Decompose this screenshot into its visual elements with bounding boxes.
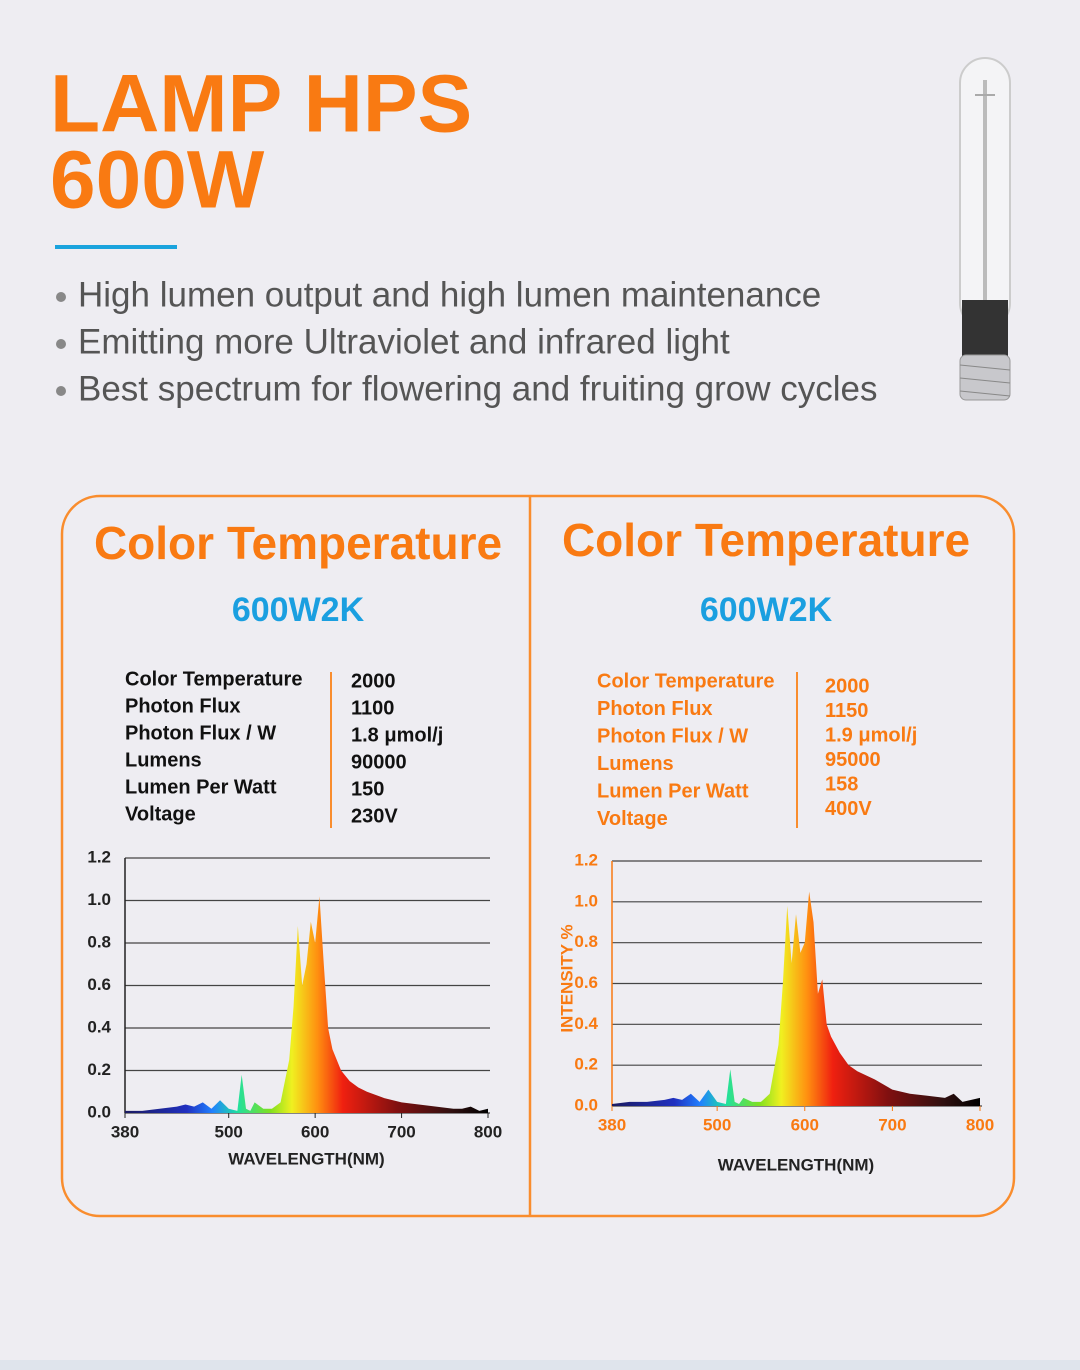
spec-value: 2000 <box>351 670 396 692</box>
bullet-text: Best spectrum for flowering and fruiting… <box>78 369 878 408</box>
bullet-dot <box>56 292 66 302</box>
spec-label: Color Temperature <box>597 670 774 692</box>
spec-label: Lumen Per Watt <box>597 780 749 802</box>
panel-title: Color Temperature <box>94 517 502 569</box>
spec-label: Photon Flux / W <box>597 725 748 747</box>
y-tick-label: 0.0 <box>87 1102 111 1121</box>
spec-value: 158 <box>825 773 858 795</box>
spec-value: 1100 <box>351 697 394 719</box>
y-tick-label: 0.0 <box>574 1095 598 1114</box>
spec-value: 230V <box>351 805 398 827</box>
panel-title: Color Temperature <box>562 514 970 566</box>
y-tick-label: 1.0 <box>574 891 598 910</box>
spec-value: 1.8 μmol/j <box>351 724 443 746</box>
y-tick-label: 0.8 <box>87 932 111 951</box>
spec-value: 95000 <box>825 749 881 771</box>
y-tick-label: 0.2 <box>87 1060 111 1079</box>
spec-label: Color Temperature <box>125 668 302 690</box>
x-tick-label: 800 <box>966 1115 994 1134</box>
spec-value: 2000 <box>825 675 870 697</box>
model: 600W2K <box>700 591 833 629</box>
spec-label: Photon Flux / W <box>125 722 276 744</box>
spec-value: 400V <box>825 798 872 820</box>
x-tick-label: 600 <box>791 1115 819 1134</box>
x-axis-label: WAVELENGTH(NM) <box>718 1155 874 1174</box>
y-tick-label: 0.6 <box>574 973 598 992</box>
y-tick-label: 1.0 <box>87 890 111 909</box>
y-tick-label: 0.6 <box>87 975 111 994</box>
y-axis-label: INTENSITY % <box>557 924 576 1032</box>
spectrum-area <box>612 891 980 1106</box>
spec-label: Photon Flux <box>125 695 241 717</box>
spec-label: Lumens <box>597 753 674 775</box>
x-tick-label: 500 <box>703 1115 731 1134</box>
bullet-text: High lumen output and high lumen mainten… <box>78 275 821 314</box>
bullet-text: Emitting more Ultraviolet and infrared l… <box>78 322 730 361</box>
x-tick-label: 600 <box>301 1122 329 1141</box>
x-tick-label: 380 <box>598 1115 626 1134</box>
x-tick-label: 800 <box>474 1122 502 1141</box>
spec-value: 150 <box>351 778 384 800</box>
spec-value: 1150 <box>825 700 868 722</box>
spec-label: Voltage <box>125 803 196 825</box>
footer-strip <box>0 1360 1080 1370</box>
spec-label: Voltage <box>597 808 668 830</box>
bulb-image <box>959 57 1011 401</box>
spectrum-area <box>125 896 488 1113</box>
x-axis-label: WAVELENGTH(NM) <box>228 1149 384 1168</box>
x-tick-label: 380 <box>111 1122 139 1141</box>
x-tick-label: 700 <box>387 1122 415 1141</box>
title: 600W <box>50 135 265 226</box>
bullet-dot <box>56 339 66 349</box>
panel-frame <box>60 494 1016 1218</box>
y-tick-label: 1.2 <box>574 850 598 869</box>
model: 600W2K <box>232 591 365 629</box>
spec-label: Lumen Per Watt <box>125 776 277 798</box>
spec-label: Lumens <box>125 749 202 771</box>
spec-value: 1.9 μmol/j <box>825 724 917 746</box>
bullet-dot <box>56 386 66 396</box>
spec-label: Photon Flux <box>597 698 713 720</box>
y-tick-label: 0.2 <box>574 1055 598 1074</box>
y-tick-label: 1.2 <box>87 847 111 866</box>
y-tick-label: 0.4 <box>87 1017 111 1036</box>
spec-value: 90000 <box>351 751 407 773</box>
title: LAMP HPS <box>50 59 472 150</box>
y-tick-label: 0.8 <box>574 932 598 951</box>
x-tick-label: 700 <box>878 1115 906 1134</box>
y-tick-label: 0.4 <box>574 1014 598 1033</box>
x-tick-label: 500 <box>215 1122 243 1141</box>
